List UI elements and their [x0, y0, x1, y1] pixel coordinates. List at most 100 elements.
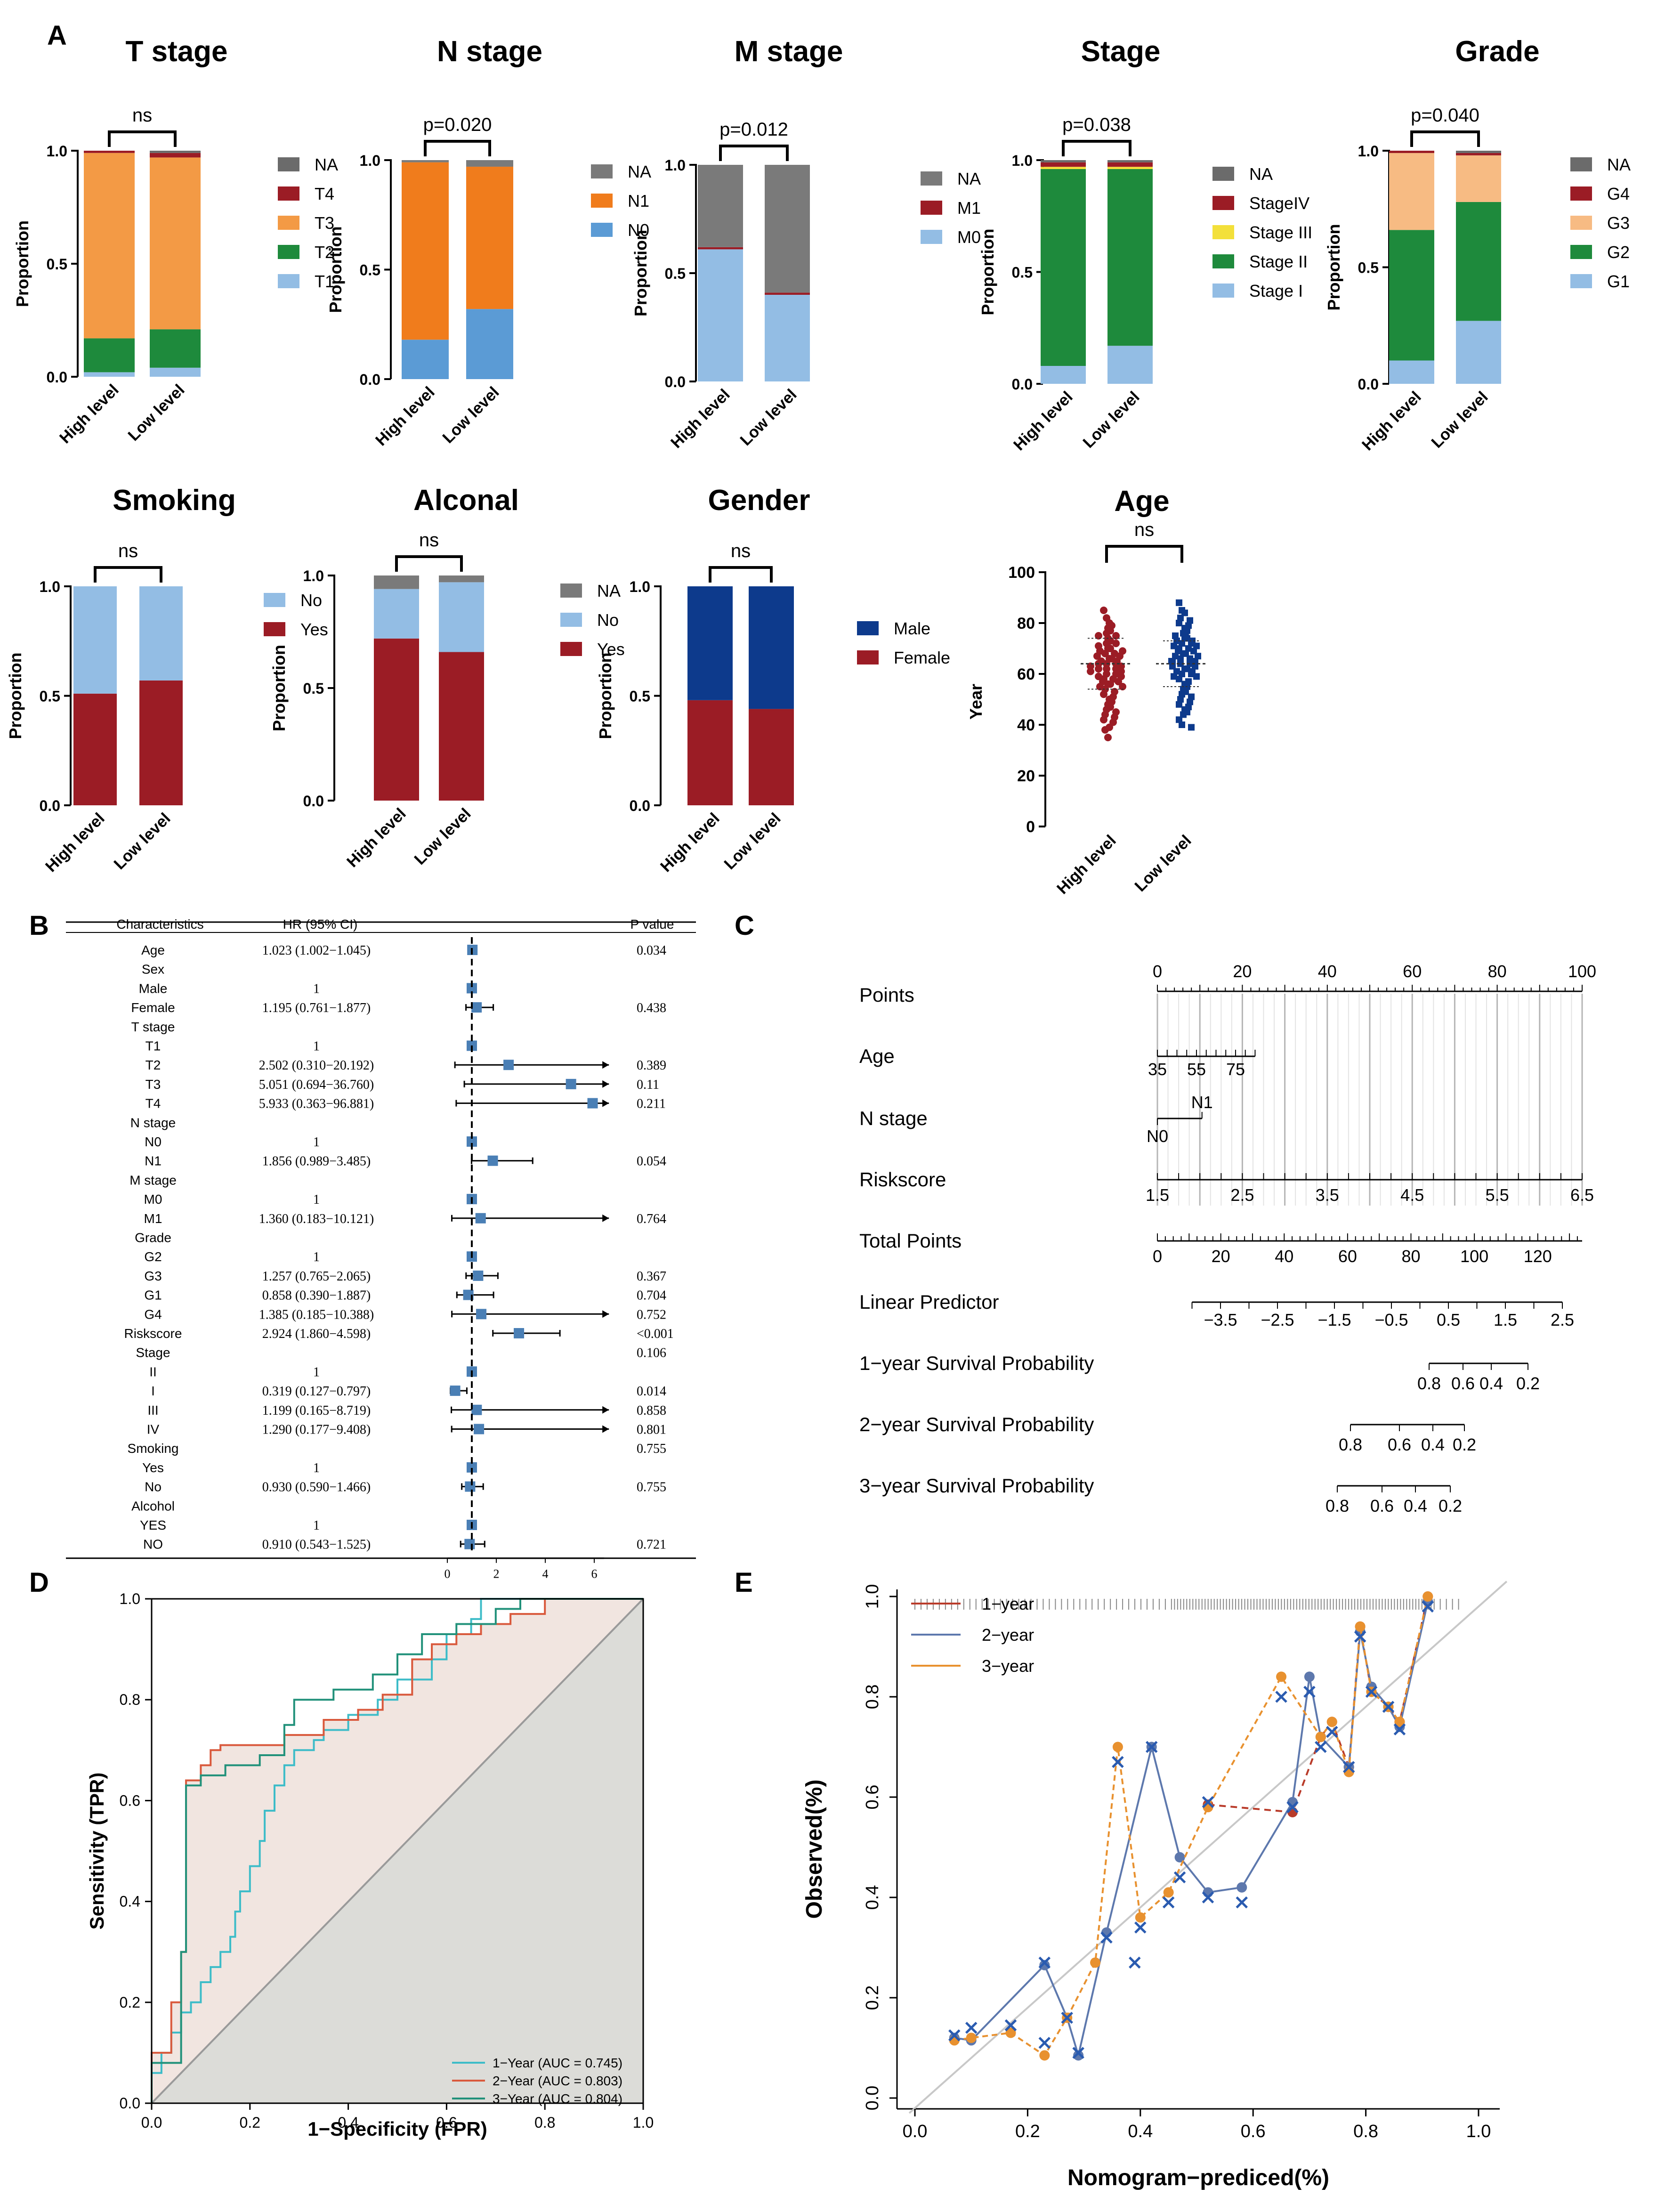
- bar-segment-g1: [1389, 360, 1434, 384]
- header-pvalue: P value: [630, 917, 674, 932]
- legend-swatch: [1212, 225, 1234, 239]
- row-label: G3: [144, 1269, 162, 1283]
- panel-c-nomogram: Points Age N stage Riskscore Total Points Lin…: [859, 962, 1596, 1515]
- data-point: [1100, 607, 1107, 614]
- panel-label-e: E: [735, 1567, 753, 1598]
- row-hr-text: 0.319 (0.127−0.797): [262, 1384, 371, 1399]
- legend-swatch: [921, 201, 942, 215]
- data-point: [1188, 693, 1195, 700]
- legend-label: Stage I: [1249, 281, 1303, 300]
- bootstrap-cross: [1342, 1761, 1355, 1773]
- y-tick-label: 0.0: [120, 2095, 140, 2112]
- row-hr-text: 5.933 (0.363−96.881): [259, 1097, 374, 1111]
- row-label: M1: [144, 1211, 162, 1226]
- x-tick-label: Low level: [1080, 388, 1143, 452]
- x-tick-label: Low level: [411, 805, 475, 868]
- row-hr-text: 2.924 (1.860−4.598): [262, 1327, 371, 1341]
- row-label: G4: [144, 1307, 162, 1321]
- bootstrap-cross: [1315, 1741, 1327, 1753]
- data-point: [1101, 649, 1109, 657]
- bar-segment-na: [439, 575, 484, 583]
- data-point: [1179, 640, 1185, 647]
- row-label: T1: [145, 1039, 161, 1053]
- calibration-point: [1073, 2050, 1084, 2061]
- legend-label: NA: [957, 169, 981, 188]
- hr-marker: [471, 1002, 482, 1013]
- total-tick-label: 100: [1460, 1247, 1488, 1266]
- calibration-point: [1039, 1960, 1050, 1970]
- legend-swatch: [264, 622, 285, 636]
- y-tick-label: 0.0: [1358, 376, 1379, 393]
- y-tick-label: 0.0: [1012, 376, 1033, 393]
- legend-swatch: [278, 274, 299, 288]
- row-pvalue: 0.034: [637, 943, 666, 958]
- x-tick-label: 0.4: [338, 2114, 358, 2131]
- data-point: [1188, 724, 1195, 731]
- lp-tick-label: 0.5: [1437, 1310, 1460, 1329]
- row-hr-text: 1.257 (0.765−2.065): [262, 1269, 371, 1284]
- points-tick-label: 80: [1488, 962, 1507, 981]
- row-pvalue: 0.054: [637, 1154, 666, 1169]
- nomogram-row-label: 3−year Survival Probability: [859, 1475, 1094, 1497]
- header-characteristics: Characteristics: [116, 917, 203, 932]
- bootstrap-cross: [1275, 1691, 1287, 1703]
- bootstrap-cross: [1072, 2047, 1084, 2059]
- lp-tick-label: 2.5: [1551, 1310, 1574, 1329]
- bootstrap-cross: [1202, 1796, 1214, 1808]
- data-point: [1176, 716, 1182, 723]
- lp-tick-label: −3.5: [1204, 1310, 1237, 1329]
- x-tick-label: 4: [542, 1567, 549, 1581]
- plot-frame: [151, 1598, 644, 2104]
- row-pvalue: 0.704: [637, 1288, 666, 1303]
- data-point: [1179, 671, 1185, 677]
- data-point: [1172, 653, 1179, 660]
- bootstrap-cross: [1303, 1685, 1316, 1698]
- x-tick-label: Low level: [439, 383, 503, 447]
- y-tick-label: 0.5: [1358, 259, 1379, 276]
- calibration-point: [1039, 2050, 1050, 2061]
- chart-grade: Grade 0.0 0.5 1.0 Proportion High level Low le…: [1324, 35, 1631, 454]
- row-pvalue: 0.721: [637, 1538, 666, 1552]
- bootstrap-cross: [1100, 1931, 1113, 1944]
- y-tick-label: 60: [1017, 665, 1035, 683]
- y-tick-label: 0.4: [120, 1893, 140, 1910]
- row-label: IV: [147, 1422, 160, 1437]
- legend-swatch: [1570, 274, 1592, 288]
- y-axis-label: Proportion: [6, 653, 25, 739]
- row-label: T3: [145, 1077, 161, 1092]
- y-axis-label: Proportion: [1324, 224, 1343, 311]
- total-tick-label: 0: [1153, 1247, 1162, 1266]
- data-point: [1176, 675, 1182, 682]
- bar-segment-t1: [150, 367, 201, 377]
- bar-segment-na: [374, 575, 419, 589]
- significance-label: p=0.040: [1411, 105, 1479, 126]
- hr-marker: [474, 1424, 485, 1434]
- data-point: [1168, 658, 1175, 664]
- row-label: III: [147, 1403, 158, 1418]
- chart-title: Smoking: [113, 484, 236, 517]
- y-tick-label: 0.5: [47, 256, 67, 273]
- y-axis-label: Proportion: [326, 227, 345, 313]
- chart-t_stage: T stage 0.0 0.5 1.0 Proportion High level Low …: [13, 35, 338, 447]
- row-label: I: [151, 1384, 155, 1398]
- x-tick-label: 0.2: [240, 2114, 260, 2131]
- row-label: T4: [145, 1096, 161, 1111]
- y-tick-label: 0.5: [665, 265, 686, 282]
- chart-title: T stage: [125, 35, 227, 68]
- data-point: [1100, 690, 1107, 698]
- calibration-point: [1355, 1621, 1366, 1632]
- x-tick-label: Low level: [1428, 388, 1492, 452]
- bootstrap-cross: [1202, 1891, 1214, 1904]
- bar-segment-m1: [698, 247, 743, 250]
- data-point: [1173, 637, 1180, 644]
- hr-marker: [475, 1213, 486, 1223]
- survival-tick-label: 0.8: [1339, 1435, 1362, 1454]
- significance-bracket: [1410, 130, 1480, 147]
- y-tick-label: 1.0: [665, 157, 686, 174]
- nomogram-row-label: 2−year Survival Probability: [859, 1413, 1094, 1435]
- riskscore-tick-label: 1.5: [1146, 1185, 1169, 1205]
- y-tick-label: 0.0: [360, 371, 380, 388]
- bar-segment-n1: [402, 162, 449, 340]
- chart-title: Age: [1114, 485, 1169, 518]
